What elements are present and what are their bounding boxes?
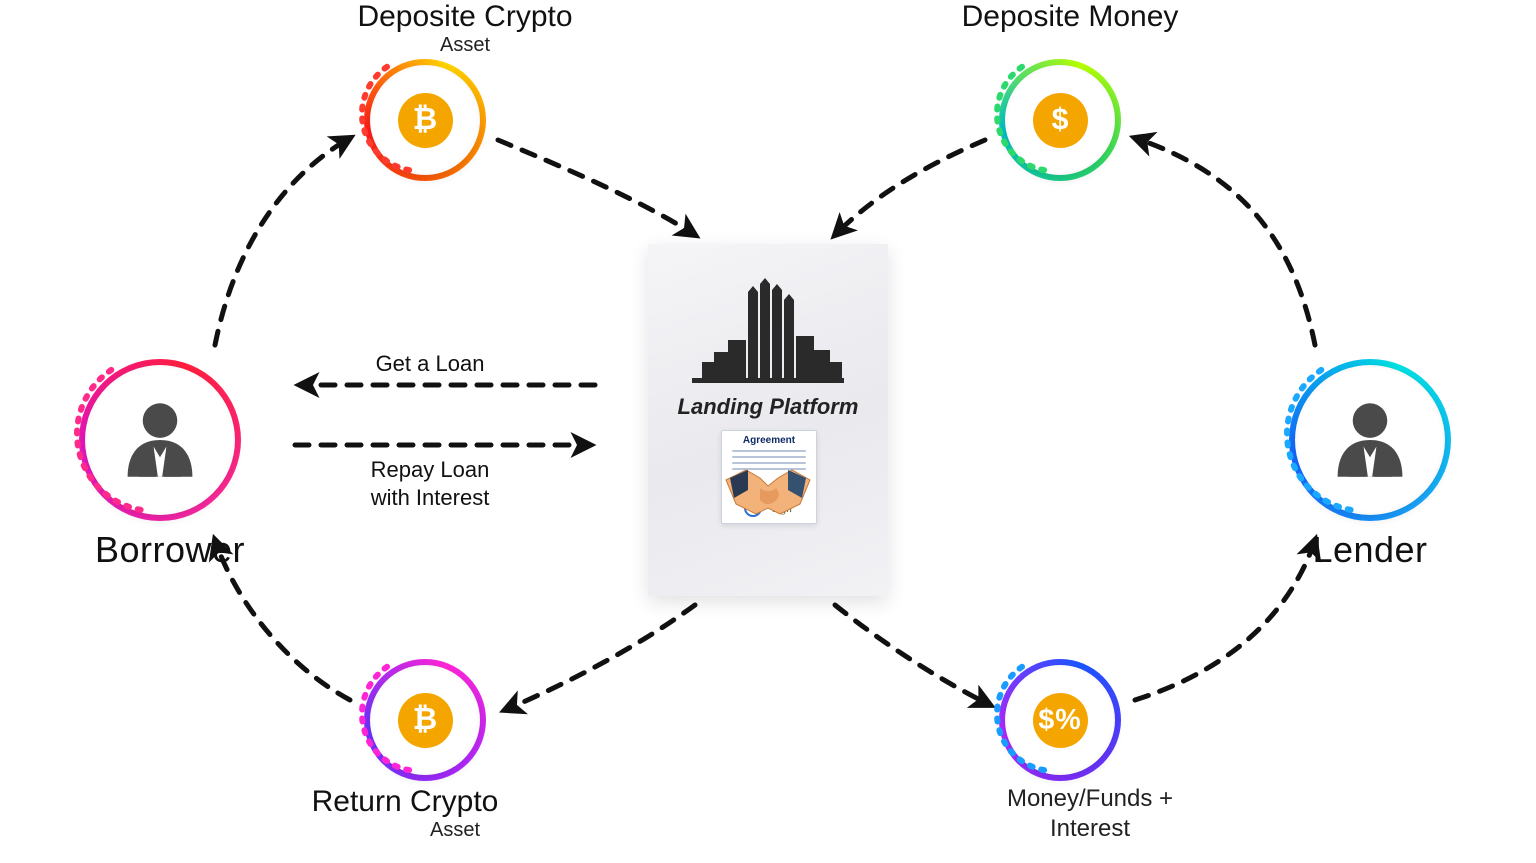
flow-arrow <box>1135 138 1315 345</box>
lender-node <box>1289 359 1451 521</box>
flow-arrow <box>505 605 695 710</box>
repay-loan-label-2: with Interest <box>371 485 490 511</box>
deposit-crypto-title: Deposite Crypto <box>357 0 572 34</box>
money_funds-node: $% <box>999 659 1121 781</box>
return-crypto-sub: Asset <box>430 819 480 842</box>
deposit_crypto-node: ₿ <box>364 59 486 181</box>
borrower-node <box>79 359 241 521</box>
flow-arrow <box>835 605 990 705</box>
return-crypto-title: Return Crypto <box>312 785 499 819</box>
flow-arrow <box>1135 540 1315 700</box>
agreement-label: Agreement <box>722 435 816 446</box>
repay-loan-label-1: Repay Loan <box>371 457 490 483</box>
flow-arrow <box>498 140 695 235</box>
deposit-crypto-sub: Asset <box>440 34 490 57</box>
borrower-label: Borrower <box>95 529 245 571</box>
building-icon <box>688 266 848 386</box>
money-funds-sub: Interest <box>1050 815 1130 843</box>
deposit_money-node: $ <box>999 59 1121 181</box>
agreement-icon: AgreementSign <box>703 430 833 530</box>
get-loan-label: Get a Loan <box>376 351 485 377</box>
return_crypto-node: ₿ <box>364 659 486 781</box>
lender-label: Lender <box>1312 529 1427 571</box>
deposit-money-title: Deposite Money <box>962 0 1179 34</box>
platform-title: Landing Platform <box>678 394 859 420</box>
money-funds-title: Money/Funds + <box>1007 785 1173 813</box>
flow-arrow <box>835 140 985 235</box>
flow-arrow <box>215 138 350 345</box>
landing-platform-card: Landing Platform AgreementSign <box>648 244 888 596</box>
